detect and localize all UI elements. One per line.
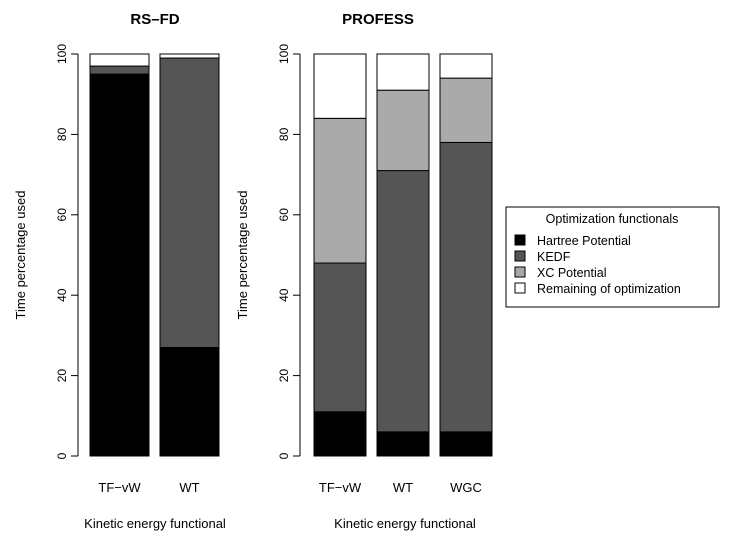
category-label: TF−vW (98, 480, 141, 495)
legend-label-kedf: KEDF (537, 250, 571, 264)
y-tick-label: 100 (277, 44, 291, 64)
legend: Optimization functionals Hartree Potenti… (505, 206, 720, 308)
category-label: TF−vW (319, 480, 362, 495)
bar-segment-remaining (376, 53, 430, 91)
y-tick-label: 60 (277, 208, 291, 222)
bar-segment-remaining (89, 53, 150, 67)
panel-1-ylabel: Time percentage used (13, 191, 28, 320)
legend-label-hartree: Hartree Potential (537, 234, 631, 248)
bar-segment-hartree (313, 411, 367, 457)
panel-1-xlabel: Kinetic energy functional (84, 516, 226, 531)
y-tick-label: 100 (55, 44, 69, 64)
legend-box (505, 206, 720, 308)
panel-2-ylabel: Time percentage used (235, 191, 250, 320)
legend-swatch-xc (514, 266, 526, 278)
bar-segment-kedf (376, 170, 430, 433)
bar-segment-xc (439, 77, 493, 143)
category-label: WGC (450, 480, 482, 495)
y-tick-label: 40 (277, 288, 291, 302)
y-tick-label: 40 (55, 288, 69, 302)
legend-swatch-remaining (514, 282, 526, 294)
bar-segment-hartree (89, 73, 150, 457)
y-tick-label: 80 (277, 127, 291, 141)
bar-segment-kedf (439, 141, 493, 433)
bar-segment-kedf (159, 57, 220, 348)
y-tick-label: 20 (55, 369, 69, 383)
category-label: WT (393, 480, 413, 495)
y-tick-label: 80 (55, 127, 69, 141)
bar-segment-remaining (159, 53, 220, 59)
bar-segment-remaining (313, 53, 367, 119)
y-tick-label: 0 (55, 452, 69, 459)
panel-2-xlabel: Kinetic energy functional (334, 516, 476, 531)
bar-segment-remaining (439, 53, 493, 79)
legend-title: Optimization functionals (546, 212, 679, 226)
legend-label-xc: XC Potential (537, 266, 606, 280)
bar-segment-kedf (313, 262, 367, 413)
bar-segment-kedf (89, 65, 150, 75)
panel-2-title: PROFESS (342, 11, 414, 28)
bar-segment-hartree (159, 346, 220, 457)
bar-segment-hartree (376, 431, 430, 457)
y-tick-label: 60 (55, 208, 69, 222)
bar-segment-xc (376, 89, 430, 172)
bar-segment-xc (313, 117, 367, 264)
legend-label-remaining: Remaining of optimization (537, 282, 681, 296)
y-tick-label: 0 (277, 452, 291, 459)
bar-segment-hartree (439, 431, 493, 457)
panel-1-plot: 0 20 40 60 80 100 TF−vW WT (55, 44, 220, 495)
legend-swatch-hartree (514, 234, 526, 246)
panel-1-title: RS–FD (130, 11, 179, 28)
legend-swatch-kedf (514, 250, 526, 262)
panel-2-plot: 0 20 40 60 80 100 TF−vW WT WGC (277, 44, 493, 495)
y-tick-label: 20 (277, 369, 291, 383)
category-label: WT (179, 480, 199, 495)
